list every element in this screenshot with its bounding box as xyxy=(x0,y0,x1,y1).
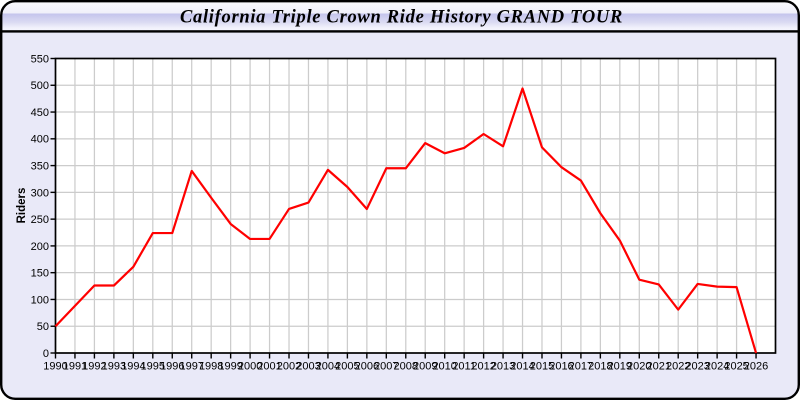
svg-text:2013: 2013 xyxy=(491,361,515,373)
svg-text:0: 0 xyxy=(43,348,49,360)
svg-text:400: 400 xyxy=(31,134,49,146)
svg-text:2001: 2001 xyxy=(257,361,281,373)
svg-text:2016: 2016 xyxy=(549,361,573,373)
svg-text:Riders: Riders xyxy=(16,188,28,224)
svg-text:2000: 2000 xyxy=(238,361,262,373)
svg-text:2005: 2005 xyxy=(335,361,359,373)
svg-text:2008: 2008 xyxy=(394,361,418,373)
svg-text:2023: 2023 xyxy=(685,361,709,373)
svg-text:1994: 1994 xyxy=(121,361,145,373)
svg-text:2018: 2018 xyxy=(588,361,612,373)
svg-text:California Triple Crown Ride H: California Triple Crown Ride History GRA… xyxy=(180,7,623,27)
svg-text:2019: 2019 xyxy=(608,361,632,373)
svg-text:1997: 1997 xyxy=(179,361,203,373)
svg-text:2021: 2021 xyxy=(646,361,670,373)
svg-text:2020: 2020 xyxy=(627,361,651,373)
svg-text:1995: 1995 xyxy=(141,361,165,373)
svg-text:550: 550 xyxy=(31,53,49,65)
svg-text:500: 500 xyxy=(31,80,49,92)
svg-text:450: 450 xyxy=(31,107,49,119)
svg-text:2009: 2009 xyxy=(413,361,437,373)
svg-text:2015: 2015 xyxy=(530,361,554,373)
svg-text:1996: 1996 xyxy=(160,361,184,373)
svg-text:50: 50 xyxy=(37,321,49,333)
svg-text:2022: 2022 xyxy=(666,361,690,373)
svg-text:200: 200 xyxy=(31,241,49,253)
svg-text:2002: 2002 xyxy=(277,361,301,373)
svg-text:1993: 1993 xyxy=(102,361,126,373)
svg-text:150: 150 xyxy=(31,268,49,280)
svg-text:100: 100 xyxy=(31,294,49,306)
svg-text:350: 350 xyxy=(31,160,49,172)
svg-text:1992: 1992 xyxy=(82,361,106,373)
svg-text:2006: 2006 xyxy=(355,361,379,373)
svg-text:2017: 2017 xyxy=(569,361,593,373)
svg-text:250: 250 xyxy=(31,214,49,226)
svg-text:300: 300 xyxy=(31,187,49,199)
svg-text:2026: 2026 xyxy=(744,361,768,373)
svg-text:1991: 1991 xyxy=(63,361,87,373)
svg-text:1990: 1990 xyxy=(43,361,67,373)
svg-text:2012: 2012 xyxy=(471,361,495,373)
svg-text:2003: 2003 xyxy=(296,361,320,373)
svg-text:1999: 1999 xyxy=(218,361,242,373)
svg-text:2004: 2004 xyxy=(316,361,340,373)
svg-text:2007: 2007 xyxy=(374,361,398,373)
svg-text:2010: 2010 xyxy=(432,361,456,373)
svg-text:2011: 2011 xyxy=(452,361,476,373)
svg-text:1998: 1998 xyxy=(199,361,223,373)
svg-text:2025: 2025 xyxy=(724,361,748,373)
svg-text:2024: 2024 xyxy=(705,361,729,373)
svg-text:2014: 2014 xyxy=(510,361,534,373)
